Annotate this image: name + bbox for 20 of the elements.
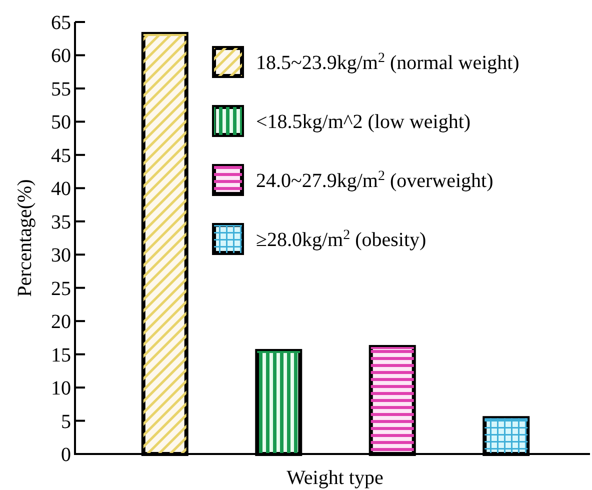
y-tick-label: 65: [51, 12, 71, 34]
y-axis-title: Percentage(%): [14, 179, 36, 297]
y-tick-label: 10: [51, 378, 71, 400]
y-tick-label: 50: [51, 112, 71, 134]
y-tick-label: 55: [51, 78, 71, 100]
legend-label: 18.5~23.9kg/m$^{2}$ (normal weight): [256, 50, 520, 74]
y-tick-label: 25: [51, 278, 71, 300]
legend-label: <18.5kg/m^2 (low weight): [256, 111, 471, 133]
y-tick-label: 5: [61, 410, 71, 433]
y-tick-label: 45: [51, 144, 71, 167]
y-tick-label: 20: [51, 311, 71, 334]
y-tick-label: 15: [51, 344, 71, 366]
x-axis-title: Weight type: [286, 467, 384, 489]
y-tick-label: 30: [51, 244, 71, 267]
y-tick-label: 0: [61, 444, 71, 466]
y-tick-label: 35: [51, 211, 71, 234]
y-tick-label: 40: [51, 178, 71, 200]
legend-label: 24.0~27.9kg/m$^{2}$ (overweight): [256, 168, 494, 192]
y-tick-label: 60: [51, 45, 71, 68]
legend-label: ≥28.0kg/m$^{2}$ (obesity): [256, 228, 426, 251]
